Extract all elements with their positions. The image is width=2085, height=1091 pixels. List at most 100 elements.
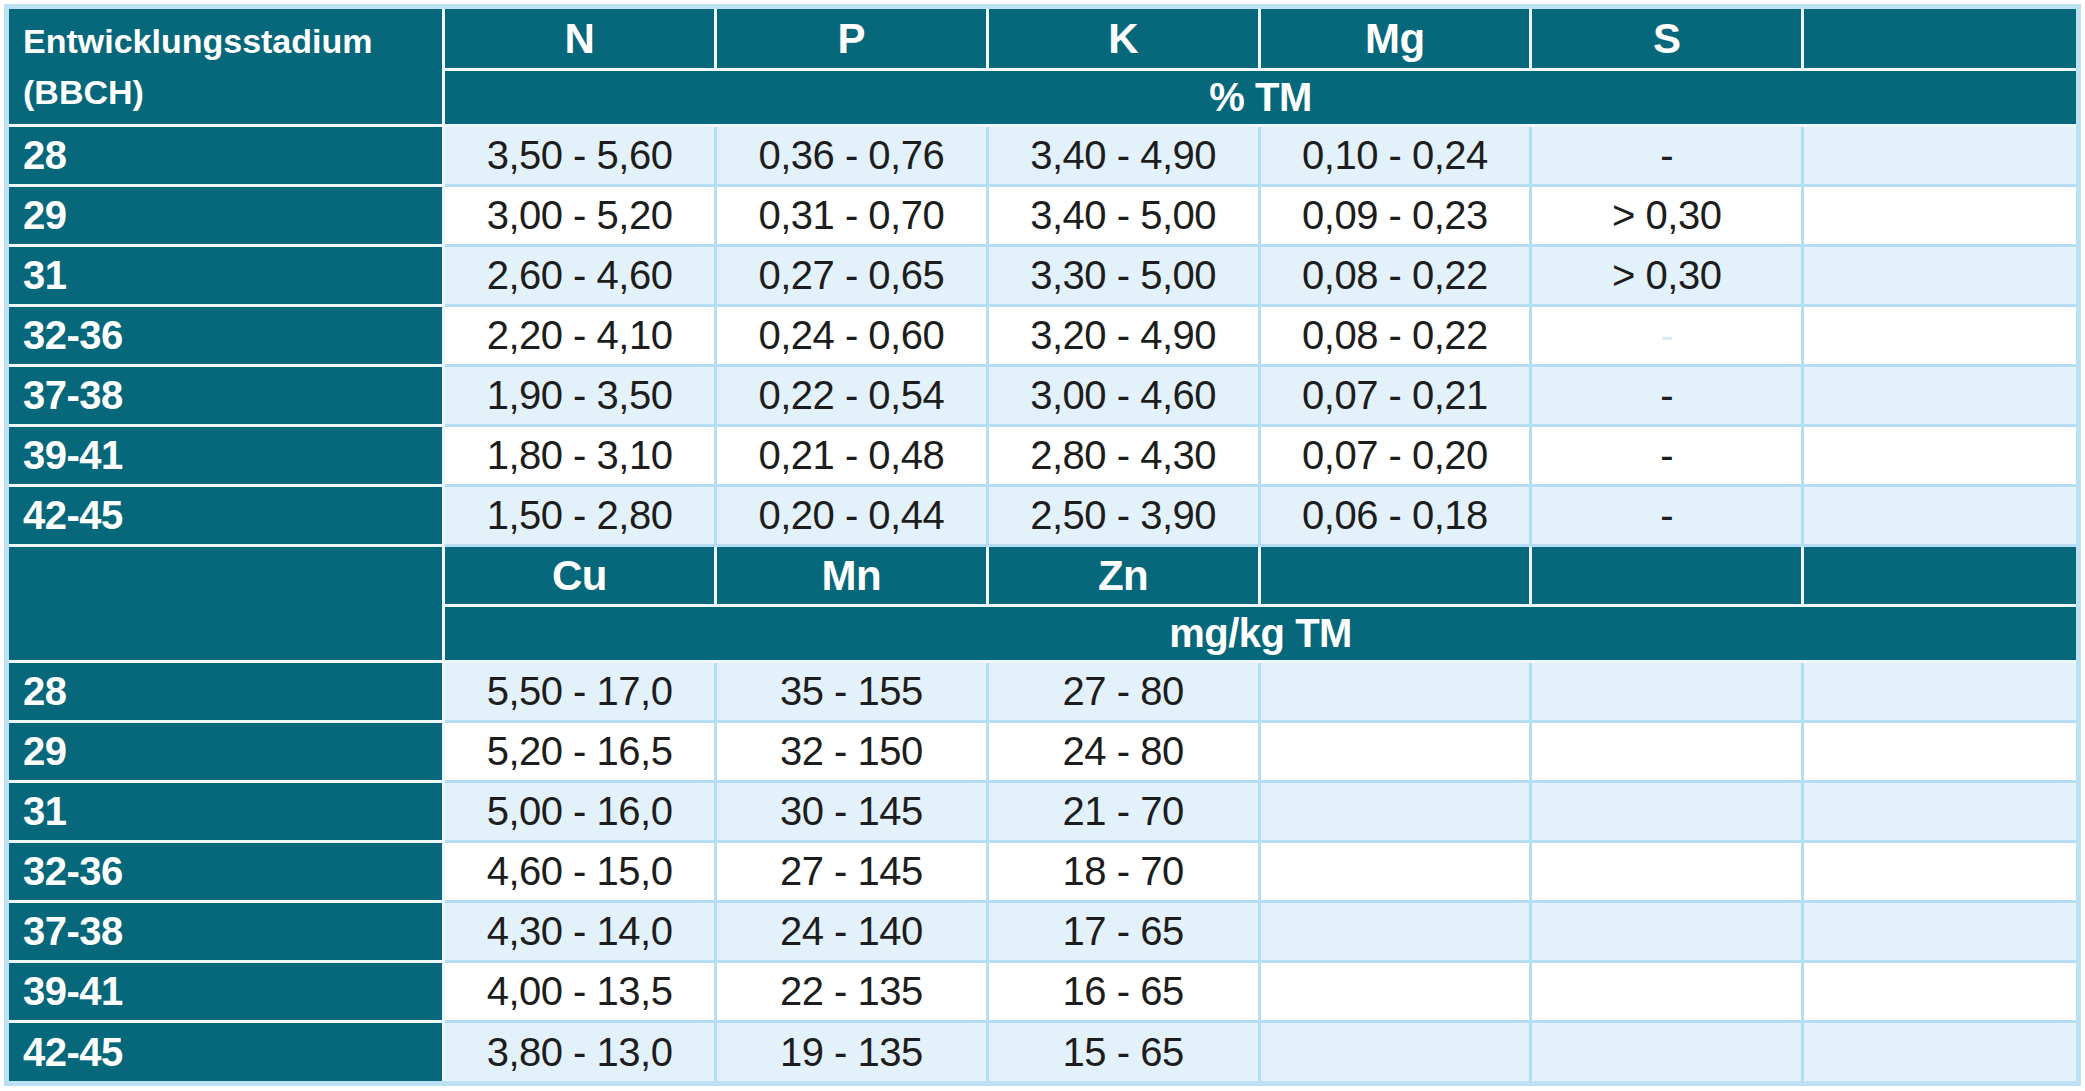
row-label: 28 <box>9 127 445 187</box>
column-header-p: P <box>717 9 989 71</box>
cell: 0,22 - 0,54 <box>717 367 989 427</box>
table-frame: Entwicklungsstadium (BBCH) N P K Mg S % … <box>4 4 2081 1086</box>
cell <box>1532 723 1804 783</box>
row-label: 39-41 <box>9 963 445 1023</box>
cell: 16 - 65 <box>989 963 1261 1023</box>
cell: 1,50 - 2,80 <box>445 487 717 547</box>
unit-header-mgkg-tm: mg/kg TM <box>445 607 2076 663</box>
cell <box>1804 427 2076 487</box>
table-row: 32-36 4,60 - 15,0 27 - 145 18 - 70 <box>9 843 2076 903</box>
row-label: 31 <box>9 247 445 307</box>
cell <box>1804 367 2076 427</box>
cell <box>1804 963 2076 1023</box>
row-label: 37-38 <box>9 367 445 427</box>
cell: 0,06 - 0,18 <box>1261 487 1533 547</box>
table-row: 31 5,00 - 16,0 30 - 145 21 - 70 <box>9 783 2076 843</box>
cell: 3,30 - 5,00 <box>989 247 1261 307</box>
corner-header-empty <box>9 547 445 663</box>
cell: 2,60 - 4,60 <box>445 247 717 307</box>
cell <box>1261 723 1533 783</box>
cell <box>1532 843 1804 903</box>
cell: 0,27 - 0,65 <box>717 247 989 307</box>
cell: 24 - 80 <box>989 723 1261 783</box>
cell: 35 - 155 <box>717 663 989 723</box>
table-row: 29 3,00 - 5,20 0,31 - 0,70 3,40 - 5,00 0… <box>9 187 2076 247</box>
cell: 0,10 - 0,24 <box>1261 127 1533 187</box>
cell: 3,40 - 4,90 <box>989 127 1261 187</box>
row-label: 29 <box>9 187 445 247</box>
cell: 3,80 - 13,0 <box>445 1023 717 1081</box>
column-header-empty <box>1804 547 2076 607</box>
cell: 0,24 - 0,60 <box>717 307 989 367</box>
cell <box>1804 723 2076 783</box>
cell: 0,09 - 0,23 <box>1261 187 1533 247</box>
cell: 0,07 - 0,20 <box>1261 427 1533 487</box>
cell: 27 - 145 <box>717 843 989 903</box>
cell: 3,00 - 4,60 <box>989 367 1261 427</box>
corner-header: Entwicklungsstadium (BBCH) <box>9 9 445 127</box>
cell <box>1532 963 1804 1023</box>
cell: 0,08 - 0,22 <box>1261 307 1533 367</box>
cell <box>1804 903 2076 963</box>
row-label: 28 <box>9 663 445 723</box>
cell: 32 - 150 <box>717 723 989 783</box>
cell: 5,50 - 17,0 <box>445 663 717 723</box>
cell: 2,20 - 4,10 <box>445 307 717 367</box>
row-label: 39-41 <box>9 427 445 487</box>
cell: 3,00 - 5,20 <box>445 187 717 247</box>
cell: 0,07 - 0,21 <box>1261 367 1533 427</box>
cell <box>1804 487 2076 547</box>
header-row-macronutrients: Entwicklungsstadium (BBCH) N P K Mg S <box>9 9 2076 71</box>
table-row: 39-41 4,00 - 13,5 22 - 135 16 - 65 <box>9 963 2076 1023</box>
cell <box>1261 903 1533 963</box>
column-header-zn: Zn <box>989 547 1261 607</box>
table-row: 42-45 1,50 - 2,80 0,20 - 0,44 2,50 - 3,9… <box>9 487 2076 547</box>
cell: 27 - 80 <box>989 663 1261 723</box>
table-row: 28 5,50 - 17,0 35 - 155 27 - 80 <box>9 663 2076 723</box>
column-header-mn: Mn <box>717 547 989 607</box>
cell: 30 - 145 <box>717 783 989 843</box>
column-header-cu: Cu <box>445 547 717 607</box>
cell: 2,80 - 4,30 <box>989 427 1261 487</box>
table-row: 37-38 1,90 - 3,50 0,22 - 0,54 3,00 - 4,6… <box>9 367 2076 427</box>
header-row-micronutrients: Cu Mn Zn <box>9 547 2076 607</box>
cell: 0,31 - 0,70 <box>717 187 989 247</box>
cell: 3,40 - 5,00 <box>989 187 1261 247</box>
column-header-n: N <box>445 9 717 71</box>
cell <box>1261 663 1533 723</box>
cell: - <box>1532 367 1804 427</box>
cell: 0,21 - 0,48 <box>717 427 989 487</box>
row-label: 32-36 <box>9 843 445 903</box>
row-label: 37-38 <box>9 903 445 963</box>
cell: 1,90 - 3,50 <box>445 367 717 427</box>
cell: 17 - 65 <box>989 903 1261 963</box>
cell <box>1532 903 1804 963</box>
table-row: 37-38 4,30 - 14,0 24 - 140 17 - 65 <box>9 903 2076 963</box>
cell: 24 - 140 <box>717 903 989 963</box>
column-header-empty <box>1804 9 2076 71</box>
cell <box>1261 963 1533 1023</box>
cell: 0,20 - 0,44 <box>717 487 989 547</box>
cell <box>1532 1023 1804 1081</box>
column-header-empty <box>1532 547 1804 607</box>
cell: - <box>1532 487 1804 547</box>
cell: > 0,30 <box>1532 247 1804 307</box>
table-row: 32-36 2,20 - 4,10 0,24 - 0,60 3,20 - 4,9… <box>9 307 2076 367</box>
unit-header-percent-tm: % TM <box>445 71 2076 127</box>
cell: 3,20 - 4,90 <box>989 307 1261 367</box>
cell: - <box>1532 427 1804 487</box>
cell: 1,80 - 3,10 <box>445 427 717 487</box>
cell-faint-dash: - <box>1532 307 1804 367</box>
table-row: 42-45 3,80 - 13,0 19 - 135 15 - 65 <box>9 1023 2076 1081</box>
row-label: 32-36 <box>9 307 445 367</box>
cell: > 0,30 <box>1532 187 1804 247</box>
cell <box>1804 307 2076 367</box>
cell: 0,08 - 0,22 <box>1261 247 1533 307</box>
table-row: 39-41 1,80 - 3,10 0,21 - 0,48 2,80 - 4,3… <box>9 427 2076 487</box>
cell <box>1261 843 1533 903</box>
cell: 4,30 - 14,0 <box>445 903 717 963</box>
cell <box>1804 247 2076 307</box>
cell <box>1261 1023 1533 1081</box>
nutrient-content-table: Entwicklungsstadium (BBCH) N P K Mg S % … <box>9 9 2076 1081</box>
row-label: 42-45 <box>9 487 445 547</box>
